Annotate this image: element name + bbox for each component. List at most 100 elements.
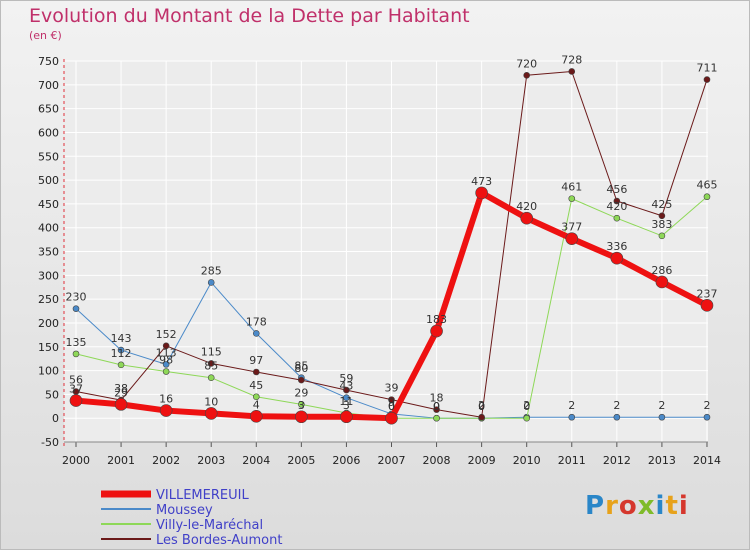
data-label: 183 xyxy=(426,313,447,326)
data-label: 286 xyxy=(651,264,672,277)
data-point xyxy=(388,396,395,403)
data-label: 720 xyxy=(516,57,537,70)
data-label: 135 xyxy=(66,336,87,349)
logo-letter: P xyxy=(585,491,606,521)
x-tick-label: 2002 xyxy=(152,454,180,467)
x-tick-label: 2003 xyxy=(197,454,225,467)
chart-title: Evolution du Montant de la Dette par Hab… xyxy=(29,5,470,27)
data-label: 11 xyxy=(339,395,353,408)
data-point xyxy=(207,374,215,382)
data-label: 3 xyxy=(343,399,350,412)
data-label: 98 xyxy=(159,354,173,367)
data-label: 59 xyxy=(339,372,353,385)
data-point xyxy=(117,361,125,369)
data-point xyxy=(298,401,305,408)
data-label: 465 xyxy=(696,179,717,192)
x-tick-label: 2011 xyxy=(558,454,586,467)
y-tick-label: 550 xyxy=(38,150,59,163)
y-tick-label: 650 xyxy=(38,103,59,116)
data-label: 0 xyxy=(388,400,395,413)
legend-label: Villy-le-Maréchal xyxy=(156,518,263,533)
data-label: 711 xyxy=(696,62,717,75)
data-label: 0 xyxy=(478,400,485,413)
data-label: 85 xyxy=(204,360,218,373)
x-tick-label: 2006 xyxy=(332,454,360,467)
x-tick-label: 2000 xyxy=(62,454,90,467)
data-point xyxy=(298,376,305,384)
data-label: 0 xyxy=(478,400,485,413)
data-point xyxy=(430,324,443,338)
y-tick-label: 300 xyxy=(38,269,59,282)
data-label: 4 xyxy=(253,398,260,411)
data-point xyxy=(204,407,218,420)
data-label: 420 xyxy=(606,200,627,213)
data-label: 285 xyxy=(201,264,222,277)
y-tick-label: -50 xyxy=(41,436,59,449)
x-tick-label: 2005 xyxy=(287,454,315,467)
y-tick-label: 0 xyxy=(52,412,59,425)
data-point xyxy=(523,71,531,79)
data-point xyxy=(295,410,308,424)
data-label: 0 xyxy=(433,400,440,413)
x-tick-label: 2004 xyxy=(242,454,270,467)
y-tick-label: 100 xyxy=(38,365,59,378)
y-tick-label: 200 xyxy=(38,317,59,330)
data-label: 29 xyxy=(294,386,308,399)
data-label: 2 xyxy=(568,399,575,412)
legend-label: VILLEMEREUIL xyxy=(156,488,249,503)
data-label: 115 xyxy=(201,345,222,358)
data-point xyxy=(114,398,128,411)
data-label: 336 xyxy=(606,240,627,253)
data-label: 3 xyxy=(298,399,305,412)
data-label: 37 xyxy=(69,383,83,396)
data-point xyxy=(207,279,215,286)
y-tick-label: 500 xyxy=(38,174,59,187)
logo-letter: i xyxy=(678,491,689,521)
data-point xyxy=(69,394,83,407)
data-point xyxy=(523,414,531,422)
data-label: 425 xyxy=(651,198,672,211)
data-point xyxy=(72,350,80,358)
data-label: 178 xyxy=(246,315,267,328)
data-label: 2 xyxy=(703,399,710,412)
data-point xyxy=(613,214,621,222)
data-label: 0 xyxy=(523,400,530,413)
y-tick-label: 250 xyxy=(38,293,59,306)
data-label: 112 xyxy=(111,347,132,360)
y-tick-label: 50 xyxy=(45,388,59,401)
data-label: 420 xyxy=(516,200,537,213)
data-point xyxy=(658,212,666,220)
data-label: 85 xyxy=(294,360,308,373)
data-point xyxy=(207,360,215,367)
data-point xyxy=(658,232,666,240)
y-tick-label: 700 xyxy=(38,79,59,92)
data-label: 18 xyxy=(430,392,444,405)
x-tick-label: 2009 xyxy=(468,454,496,467)
data-label: 2 xyxy=(478,399,485,412)
data-point xyxy=(249,409,263,423)
data-label: 9 xyxy=(388,396,395,409)
data-point xyxy=(385,411,398,425)
proxiti-logo: Proxiti xyxy=(585,491,689,521)
data-point xyxy=(703,193,711,201)
x-tick-label: 2013 xyxy=(648,454,676,467)
data-point xyxy=(568,68,576,75)
data-point xyxy=(475,186,488,200)
data-label: 0 xyxy=(388,400,395,413)
data-label: 456 xyxy=(606,183,627,196)
data-label: 97 xyxy=(249,354,263,367)
data-point xyxy=(433,406,440,413)
logo-letter: t xyxy=(665,491,679,521)
data-label: 0 xyxy=(433,400,440,413)
data-point xyxy=(162,361,170,368)
data-point xyxy=(252,393,260,401)
data-label: 152 xyxy=(156,328,177,341)
data-label: 237 xyxy=(696,287,717,300)
data-point xyxy=(117,346,125,354)
logo-letter: o xyxy=(618,491,638,521)
data-point xyxy=(703,76,711,83)
data-label: 10 xyxy=(204,395,218,408)
data-point xyxy=(252,368,260,376)
data-point xyxy=(72,305,80,312)
